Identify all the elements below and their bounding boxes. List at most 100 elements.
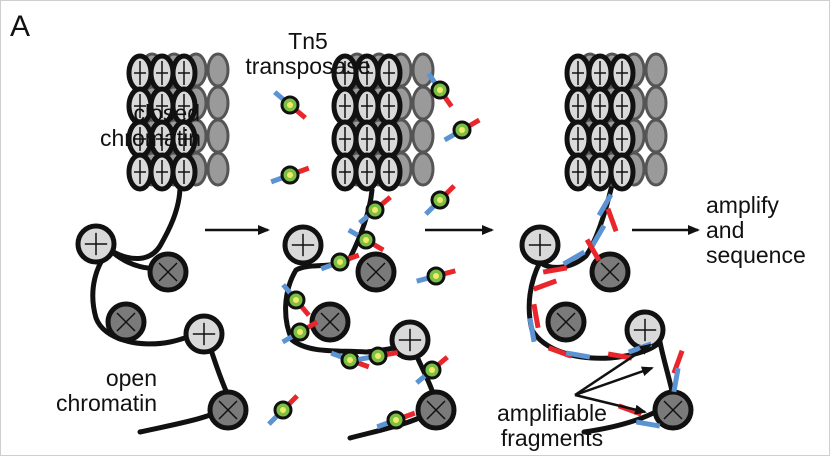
amplify-and-sequence-label: amplify and sequence [706,194,806,267]
open-chromatin-label: open chromatin [50,367,157,415]
tn5-core [429,367,435,373]
nucleosome-icon [415,389,457,431]
tn5-core [347,357,353,363]
amplify-line-1: amplify [706,192,779,218]
tn5-core [437,197,443,203]
nucleosome-icon [309,301,351,343]
closed-chromatin-cluster-1 [126,52,230,192]
tn5-line-2: transposase [245,53,371,79]
closed-chromatin-cluster-3 [564,52,668,192]
tn5-transposase-icon [320,252,360,272]
nucleosome-back [644,118,668,154]
nucleosome-icon [282,224,324,266]
tn5-transposase-icon [424,184,456,216]
tn5-core [293,297,299,303]
nucleosome-back [411,151,435,187]
nucleosome-icon [545,301,587,343]
adapter-icon [565,350,591,360]
nucleosome-back [411,85,435,121]
nucleosome-mark [426,400,446,420]
tn5-core [297,329,303,335]
nucleosome-icon [624,309,666,351]
amplifiable-fragments-label: amplifiable fragments [452,402,652,450]
open-chromatin-line-1: open [105,365,157,391]
closed-chromatin-line-2: chromatin [100,125,201,151]
tn5-core [437,87,443,93]
closed-chromatin-cluster-2 [331,52,435,192]
nucleosome-back [206,85,230,121]
nucleosome-back [411,52,435,88]
tn5-core [287,172,293,178]
nucleosome-icon [183,313,225,355]
open-chromatin-line-2: chromatin [56,390,157,416]
tn5-core [337,259,343,265]
nucleosome-mark [556,312,576,332]
nucleosome-icon [652,389,694,431]
adapter-icon [589,224,607,248]
adapter-icon [532,278,558,292]
tn5-transposase-icon [270,165,310,185]
tn5-transposase-icon [273,90,307,120]
nucleosome-mark [116,312,136,332]
tn5-transposase-icon [376,410,416,430]
tn5-transposase-icon [426,72,454,108]
fragment-pointer-arrow [574,343,652,397]
nucleosome-back [206,52,230,88]
adapter-icon [542,265,568,275]
nucleosome-mark [600,262,620,282]
nucleosome-back [411,118,435,154]
tn5-core [393,417,399,423]
closed-chromatin-line-1: closed [133,100,200,126]
adapter-icon [562,249,586,267]
tn5-transposase-label: Tn5 transposase [238,30,378,78]
tn5-core [375,353,381,359]
tn5-transposase-icon [358,195,392,225]
tn5-transposase-icon [330,350,370,370]
amplify-line-2: and [706,217,745,243]
fragments-line-2: fragments [500,425,604,451]
tn5-core [287,102,293,108]
tn5-core [433,273,439,279]
nucleosome-back [644,151,668,187]
adapter-icon [531,303,541,329]
tn5-core [372,207,378,213]
tn5-transposase-icon [416,266,456,286]
tn5-transposase-icon [281,319,319,345]
tn5-core [459,127,465,133]
tn5-line-1: Tn5 [288,28,328,54]
nucleosome-mark [663,400,683,420]
fragment-pointer-arrow [574,366,654,397]
amplify-line-3: sequence [706,242,806,268]
tn5-transposase-icon [415,355,449,385]
tn5-transposase-icon [443,117,481,143]
fragments-line-1: amplifiable [497,400,607,426]
adapter-icon [605,207,619,233]
nucleosome-icon [389,319,431,361]
nucleosome-back [644,85,668,121]
nucleosome-back [206,118,230,154]
tn5-core [280,407,286,413]
tn5-transposase-icon [357,346,399,366]
nucleosome-icon [207,389,249,431]
adapter-icon [671,349,685,375]
nucleosome-icon [147,251,189,293]
tn5-transposase-icon [347,227,385,253]
nucleosome-icon [589,251,631,293]
nucleosome-icon [355,251,397,293]
nucleosome-mark [158,262,178,282]
nucleosome-mark [320,312,340,332]
nucleosome-mark [366,262,386,282]
nucleosome-back [206,151,230,187]
nucleosome-mark [218,400,238,420]
adapter-icon [635,419,661,429]
tn5-core [363,237,369,243]
nucleosome-icon [519,224,561,266]
nucleosome-icon [75,223,117,265]
adapter-icon [671,367,681,393]
tn5-transposase-icon [267,394,299,426]
adapter-icon [527,317,537,343]
closed-chromatin-label: closed chromatin [100,100,201,151]
adapter-icon [596,193,614,217]
